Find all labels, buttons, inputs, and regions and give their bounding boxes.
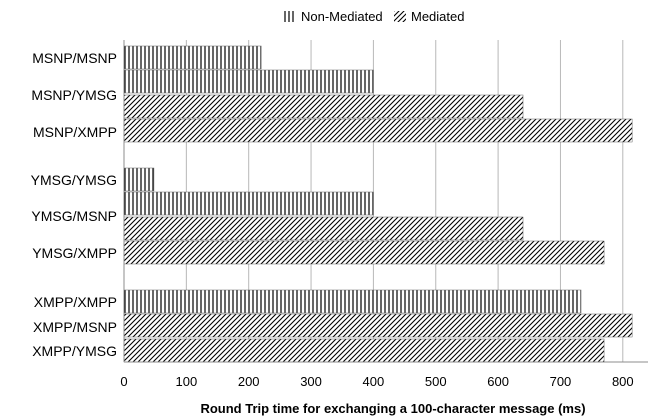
bar-xmpp-msnp-mediated [123, 313, 633, 338]
bar-xmpp-xmpp-non-mediated [123, 289, 582, 314]
bar-msnp-ymsg-non-mediated [123, 69, 374, 94]
bar-ymsg-msnp-non-mediated [123, 191, 374, 216]
category-label: MSNP/YMSG [31, 87, 117, 103]
legend-swatch-non-mediated [284, 11, 296, 22]
category-label: MSNP/MSNP [32, 50, 117, 66]
x-tick-label: 0 [120, 374, 127, 389]
category-label: XMPP/XMPP [34, 294, 117, 310]
bars [123, 45, 633, 363]
bar-msnp-xmpp-mediated [123, 118, 633, 143]
x-tick-label: 100 [175, 374, 197, 389]
bar-ymsg-xmpp-mediated [123, 240, 605, 265]
legend-label: Mediated [411, 9, 464, 24]
x-tick-label: 800 [612, 374, 634, 389]
bar-ymsg-ymsg-non-mediated [123, 167, 155, 192]
category-label: XMPP/YMSG [32, 343, 117, 359]
category-label: YMSG/MSNP [31, 208, 117, 224]
legend: Non-Mediated Mediated [284, 9, 464, 24]
category-label: YMSG/XMPP [32, 245, 117, 261]
bar-ymsg-msnp-mediated [123, 216, 524, 241]
x-axis-title: Round Trip time for exchanging a 100-cha… [200, 401, 585, 416]
category-labels: MSNP/MSNP MSNP/YMSG MSNP/XMPP YMSG/YMSG YMSG… [31, 50, 117, 359]
legend-label: Non-Mediated [301, 9, 383, 24]
x-tick-label: 300 [300, 374, 322, 389]
bar-xmpp-ymsg-mediated [123, 338, 605, 363]
x-axis: 0 100 200 300 400 500 600 700 800 [120, 40, 648, 389]
bar-msnp-msnp-non-mediated [123, 45, 262, 70]
x-tick-label: 500 [425, 374, 447, 389]
x-tick-label: 200 [238, 374, 260, 389]
x-tick-label: 600 [487, 374, 509, 389]
x-tick-label: 700 [550, 374, 572, 389]
legend-swatch-mediated [394, 11, 406, 22]
x-tick-label: 400 [363, 374, 385, 389]
category-label: YMSG/YMSG [31, 172, 117, 188]
category-label: MSNP/XMPP [33, 124, 117, 140]
category-label: XMPP/MSNP [33, 319, 117, 335]
bar-msnp-ymsg-mediated [123, 94, 524, 119]
